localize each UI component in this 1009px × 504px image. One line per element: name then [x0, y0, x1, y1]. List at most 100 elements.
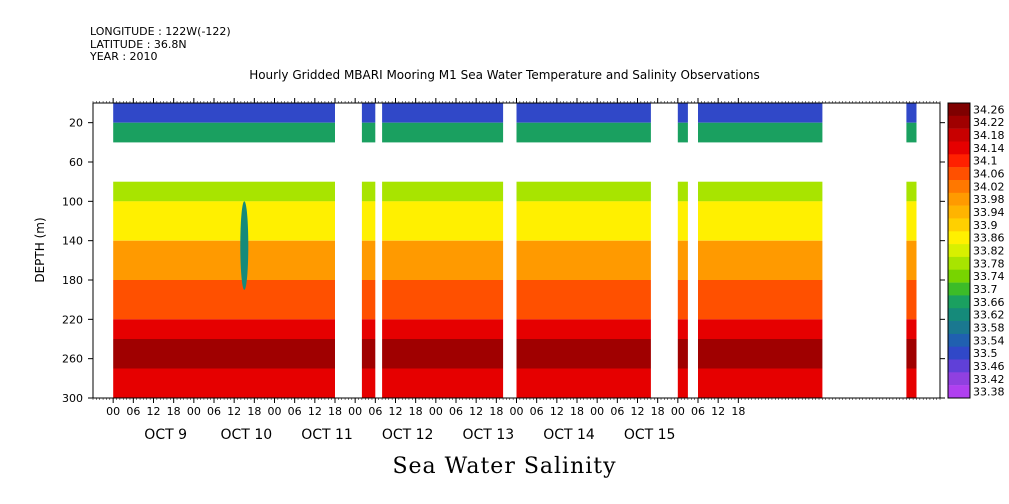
- colorbar-swatch: [948, 244, 970, 258]
- salinity-cell: [113, 122, 335, 143]
- salinity-cell: [677, 280, 688, 320]
- x-tick-label: 00: [187, 405, 201, 418]
- salinity-cell: [382, 240, 504, 280]
- x-tick-label: 12: [308, 405, 322, 418]
- colorbar-label: 34.1: [973, 155, 998, 168]
- colorbar-swatch: [948, 103, 970, 117]
- x-tick-label: 18: [489, 405, 503, 418]
- colorbar-label: 33.86: [973, 232, 1005, 245]
- colorbar-label: 33.46: [973, 360, 1005, 373]
- x-tick-label: 12: [550, 405, 564, 418]
- colorbar-label: 33.62: [973, 309, 1005, 322]
- colorbar-frame: [947, 102, 971, 399]
- latitude-label: LATITUDE : 36.8N: [90, 38, 187, 51]
- salinity-cell: [677, 122, 688, 143]
- x-tick-label: 12: [389, 405, 403, 418]
- colorbar-label: 34.14: [973, 142, 1005, 155]
- x-day-label: OCT 15: [624, 427, 676, 443]
- x-tick-label: 00: [106, 405, 120, 418]
- salinity-cell: [698, 181, 823, 202]
- y-tick-label: 260: [62, 353, 83, 366]
- x-tick-label: 06: [288, 405, 302, 418]
- salinity-cell: [382, 368, 504, 398]
- x-day-label: OCT 10: [221, 427, 273, 443]
- colorbar-swatch: [948, 154, 970, 168]
- x-tick-label: 00: [590, 405, 604, 418]
- salinity-cell: [516, 103, 651, 123]
- x-day-label: OCT 9: [144, 427, 187, 443]
- salinity-cell: [698, 280, 823, 320]
- x-tick-label: 18: [651, 405, 665, 418]
- salinity-cell: [113, 280, 335, 320]
- x-tick-label: 00: [510, 405, 524, 418]
- salinity-cell: [113, 103, 335, 123]
- salinity-cell: [906, 122, 917, 143]
- salinity-cell: [906, 240, 917, 280]
- x-day-label: OCT 14: [543, 427, 595, 443]
- salinity-cell: [361, 181, 376, 202]
- colorbar-label: 33.42: [973, 373, 1005, 386]
- y-tick-label: 100: [62, 195, 83, 208]
- colorbar-label: 34.18: [973, 129, 1005, 142]
- colorbar: 34.2634.2234.1834.1434.134.0634.0233.983…: [947, 102, 1005, 399]
- colorbar-swatch: [948, 141, 970, 155]
- salinity-cell: [516, 122, 651, 143]
- colorbar-swatch: [948, 308, 970, 322]
- salinity-cell: [698, 122, 823, 143]
- x-tick-label: 12: [469, 405, 483, 418]
- colorbar-swatch: [948, 321, 970, 335]
- salinity-cell: [361, 240, 376, 280]
- colorbar-swatch: [948, 359, 970, 373]
- colorbar-label: 33.58: [973, 322, 1005, 335]
- colorbar-label: 34.26: [973, 103, 1005, 116]
- plot-area: [93, 103, 940, 398]
- salinity-cell: [698, 319, 823, 339]
- salinity-cell: [516, 319, 651, 339]
- salinity-cell: [906, 319, 917, 339]
- colorbar-label: 33.54: [973, 334, 1005, 347]
- salinity-cell: [906, 201, 917, 241]
- colorbar-label: 33.66: [973, 296, 1005, 309]
- colorbar-label: 33.78: [973, 257, 1005, 270]
- colorbar-swatch: [948, 282, 970, 296]
- x-tick-label: 06: [610, 405, 624, 418]
- salinity-cell: [906, 339, 917, 369]
- salinity-cell: [382, 103, 504, 123]
- x-tick-label: 18: [328, 405, 342, 418]
- x-tick-label: 18: [409, 405, 423, 418]
- salinity-cell: [361, 339, 376, 369]
- salinity-cell: [516, 339, 651, 369]
- salinity-cell: [361, 201, 376, 241]
- salinity-cell: [361, 122, 376, 143]
- salinity-cell: [906, 181, 917, 202]
- x-tick-label: 06: [449, 405, 463, 418]
- salinity-cell: [677, 319, 688, 339]
- x-tick-label: 00: [348, 405, 362, 418]
- salinity-cell: [113, 181, 335, 202]
- y-tick-label: 300: [62, 392, 83, 405]
- colorbar-label: 33.94: [973, 206, 1005, 219]
- salinity-cell: [113, 240, 335, 280]
- salinity-cell: [677, 181, 688, 202]
- salinity-cell: [382, 122, 504, 143]
- colorbar-label: 33.74: [973, 270, 1005, 283]
- salinity-cell: [906, 280, 917, 320]
- salinity-cell: [516, 240, 651, 280]
- colorbar-label: 33.5: [973, 347, 998, 360]
- colorbar-swatch: [948, 372, 970, 386]
- salinity-cell: [516, 368, 651, 398]
- axes: 20 60 100 140 180 220 260 300 00 06 12 18 00 06 12 18 00…: [62, 98, 945, 443]
- colorbar-swatch: [948, 128, 970, 142]
- x-tick-label: 18: [167, 405, 181, 418]
- salinity-cell: [677, 103, 688, 123]
- x-tick-label: 12: [711, 405, 725, 418]
- colorbar-label: 33.9: [973, 219, 998, 232]
- colorbar-swatch: [948, 333, 970, 347]
- colorbar-swatch: [948, 192, 970, 206]
- colorbar-swatch: [948, 269, 970, 283]
- salinity-cell: [382, 339, 504, 369]
- salinity-cell: [516, 181, 651, 202]
- x-tick-label: 18: [570, 405, 584, 418]
- salinity-cell: [516, 280, 651, 320]
- y-tick-label: 140: [62, 235, 83, 248]
